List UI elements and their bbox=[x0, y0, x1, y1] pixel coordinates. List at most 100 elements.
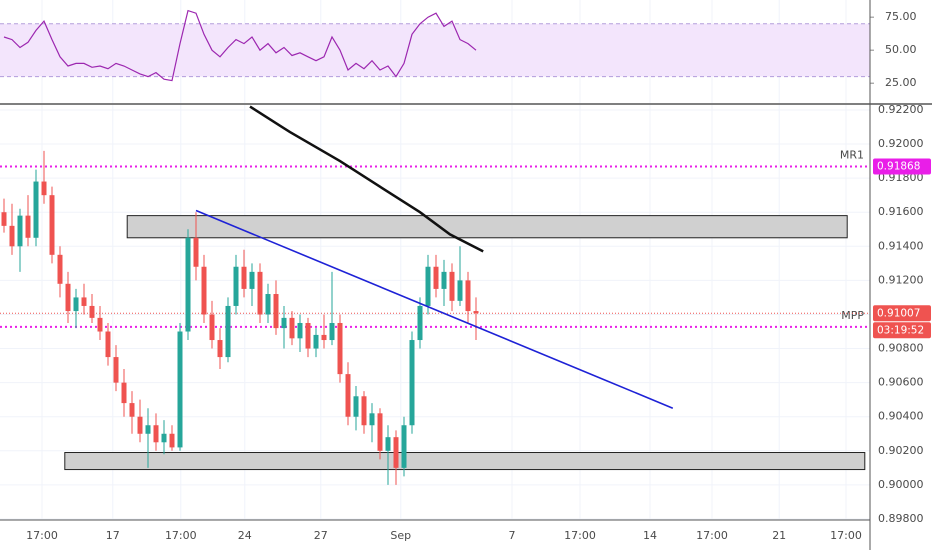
candle-body bbox=[105, 331, 111, 358]
candle-body bbox=[401, 425, 407, 468]
x-tick-label: 27 bbox=[314, 529, 328, 542]
candle-body bbox=[201, 266, 207, 315]
candle-body bbox=[313, 334, 319, 349]
x-tick-label: 7 bbox=[509, 529, 516, 542]
candle-body bbox=[329, 322, 335, 341]
candle-body bbox=[153, 425, 159, 443]
x-tick-label: 17:00 bbox=[696, 529, 728, 542]
candle-body bbox=[225, 305, 231, 358]
candle-body bbox=[241, 266, 247, 289]
x-tick-label: 17 bbox=[106, 529, 120, 542]
candle-body bbox=[161, 433, 167, 443]
moving-average bbox=[249, 105, 484, 253]
candle-body bbox=[433, 266, 439, 289]
y-tick-label: 50.00 bbox=[885, 43, 917, 56]
zone bbox=[126, 215, 848, 239]
candle-body bbox=[193, 237, 199, 267]
level-name: MPP bbox=[841, 309, 864, 322]
candle-body bbox=[449, 271, 455, 301]
candle-body bbox=[217, 340, 223, 358]
candle-body bbox=[409, 340, 415, 426]
candle-body bbox=[297, 322, 303, 339]
candle-body bbox=[1, 212, 7, 226]
candle-body bbox=[121, 382, 127, 404]
candle-body bbox=[369, 413, 375, 426]
candle-body bbox=[113, 357, 119, 383]
candle-body bbox=[281, 317, 287, 329]
rsi-band bbox=[0, 23, 870, 77]
last-price-tag bbox=[873, 305, 931, 322]
candle-body bbox=[257, 271, 263, 315]
candle-body bbox=[49, 195, 55, 255]
candle-body bbox=[417, 305, 423, 341]
candle-body bbox=[473, 311, 479, 314]
y-tick-label: 75.00 bbox=[885, 10, 917, 23]
y-tick-label: 0.89800 bbox=[878, 512, 924, 525]
candle-body bbox=[425, 266, 431, 306]
candle-body bbox=[345, 374, 351, 417]
x-tick-label: 17:00 bbox=[26, 529, 58, 542]
candle-body bbox=[353, 396, 359, 417]
level-tag-label: 0.91868 bbox=[877, 161, 920, 173]
y-tick-label: 0.90800 bbox=[878, 342, 924, 355]
y-tick-label: 0.90400 bbox=[878, 410, 924, 423]
y-tick-label: 0.90000 bbox=[878, 478, 924, 491]
y-tick-label: 0.91600 bbox=[878, 205, 924, 218]
candle-body bbox=[129, 403, 135, 417]
candle-body bbox=[377, 413, 383, 451]
trendline bbox=[195, 209, 674, 409]
y-tick-label: 0.92200 bbox=[878, 103, 924, 116]
x-tick-label: 14 bbox=[643, 529, 657, 542]
last-price-label: 0.91007 bbox=[877, 307, 920, 319]
candle-body bbox=[249, 271, 255, 289]
candle-body bbox=[145, 425, 151, 434]
candle-body bbox=[89, 305, 95, 318]
x-tick-label: 17:00 bbox=[564, 529, 596, 542]
candle-body bbox=[33, 181, 39, 238]
y-tick-label: 0.92000 bbox=[878, 137, 924, 150]
y-tick-label: 0.91200 bbox=[878, 273, 924, 286]
candle-body bbox=[185, 237, 191, 332]
candle-body bbox=[465, 280, 471, 312]
countdown-tag bbox=[873, 322, 931, 339]
candle-body bbox=[65, 283, 71, 312]
candle-body bbox=[41, 181, 47, 196]
candle-body bbox=[289, 317, 295, 339]
candle-body bbox=[169, 433, 175, 448]
candle-body bbox=[233, 266, 239, 306]
candle-body bbox=[81, 297, 87, 306]
x-tick-label: 21 bbox=[772, 529, 786, 542]
candle-body bbox=[97, 317, 103, 332]
y-tick-label: 0.90600 bbox=[878, 376, 924, 389]
candle-body bbox=[265, 294, 271, 315]
candle-body bbox=[273, 294, 279, 329]
candle-body bbox=[393, 437, 399, 468]
candle-body bbox=[361, 396, 367, 426]
candle-body bbox=[57, 254, 63, 284]
candle-body bbox=[321, 334, 327, 341]
x-tick-label: 17:00 bbox=[165, 529, 197, 542]
candle-body bbox=[73, 297, 79, 312]
y-tick-label: 25.00 bbox=[885, 76, 917, 89]
candle-body bbox=[457, 280, 463, 301]
candle-body bbox=[9, 225, 15, 247]
candle-body bbox=[25, 215, 31, 238]
zone bbox=[64, 452, 866, 471]
candle-body bbox=[385, 437, 391, 451]
level-name: MR1 bbox=[840, 149, 864, 162]
rsi-line bbox=[3, 9, 477, 82]
countdown-label: 03:19:52 bbox=[877, 324, 924, 336]
x-tick-label: 17:00 bbox=[830, 529, 862, 542]
x-tick-label: 24 bbox=[238, 529, 252, 542]
candle-body bbox=[209, 314, 215, 341]
y-tick-label: 0.90200 bbox=[878, 444, 924, 457]
y-tick-label: 0.91400 bbox=[878, 239, 924, 252]
level-tag bbox=[873, 158, 931, 175]
candle-body bbox=[337, 322, 343, 375]
candle-body bbox=[17, 215, 23, 247]
x-tick-label: Sep bbox=[390, 529, 411, 542]
candle-body bbox=[441, 271, 447, 289]
candle-body bbox=[305, 322, 311, 349]
candle-body bbox=[177, 331, 183, 448]
